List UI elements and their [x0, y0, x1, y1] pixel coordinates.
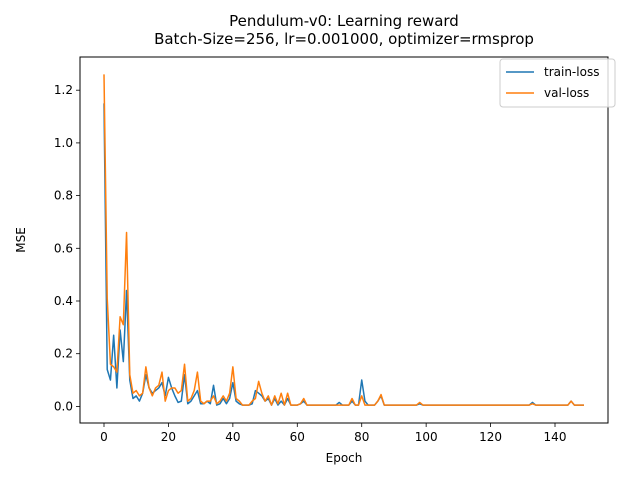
plot-area: 0 20 40 60 80 100 120 140 0.0 0.2 0.4 0.6 0.8 1.0 1.2 — [54, 56, 609, 444]
y-tick-label: 1.2 — [54, 83, 73, 97]
y-tick-label: 0.2 — [54, 347, 73, 361]
series-line-val-loss — [103, 74, 584, 406]
x-tick-label: 140 — [544, 430, 567, 444]
x-axis-label: Epoch — [326, 451, 363, 465]
y-tick-label: 1.0 — [54, 136, 73, 150]
x-axis-ticks: 0 20 40 60 80 100 120 140 — [100, 423, 566, 444]
y-axis-ticks: 0.0 0.2 0.4 0.6 0.8 1.0 1.2 — [54, 83, 80, 413]
legend: train-loss val-loss — [499, 58, 616, 108]
y-tick-label: 0.4 — [54, 294, 73, 308]
y-tick-label: 0.8 — [54, 189, 73, 203]
series-lines — [103, 74, 584, 406]
x-tick-label: 100 — [415, 430, 438, 444]
y-tick-label: 0.0 — [54, 399, 73, 413]
x-tick-label: 0 — [100, 430, 108, 444]
x-tick-label: 60 — [290, 430, 305, 444]
legend-label-val-loss: val-loss — [544, 86, 589, 100]
axes-frame — [79, 56, 609, 424]
x-tick-label: 120 — [479, 430, 502, 444]
y-tick-label: 0.6 — [54, 241, 73, 255]
legend-box — [499, 58, 616, 108]
x-tick-label: 80 — [354, 430, 369, 444]
y-axis-label: MSE — [14, 227, 28, 253]
chart-title: Pendulum-v0: Learning reward — [229, 12, 459, 30]
chart-subtitle: Batch-Size=256, lr=0.001000, optimizer=r… — [154, 30, 534, 48]
legend-label-train-loss: train-loss — [544, 65, 599, 79]
x-tick-label: 20 — [161, 430, 176, 444]
x-tick-label: 40 — [225, 430, 240, 444]
